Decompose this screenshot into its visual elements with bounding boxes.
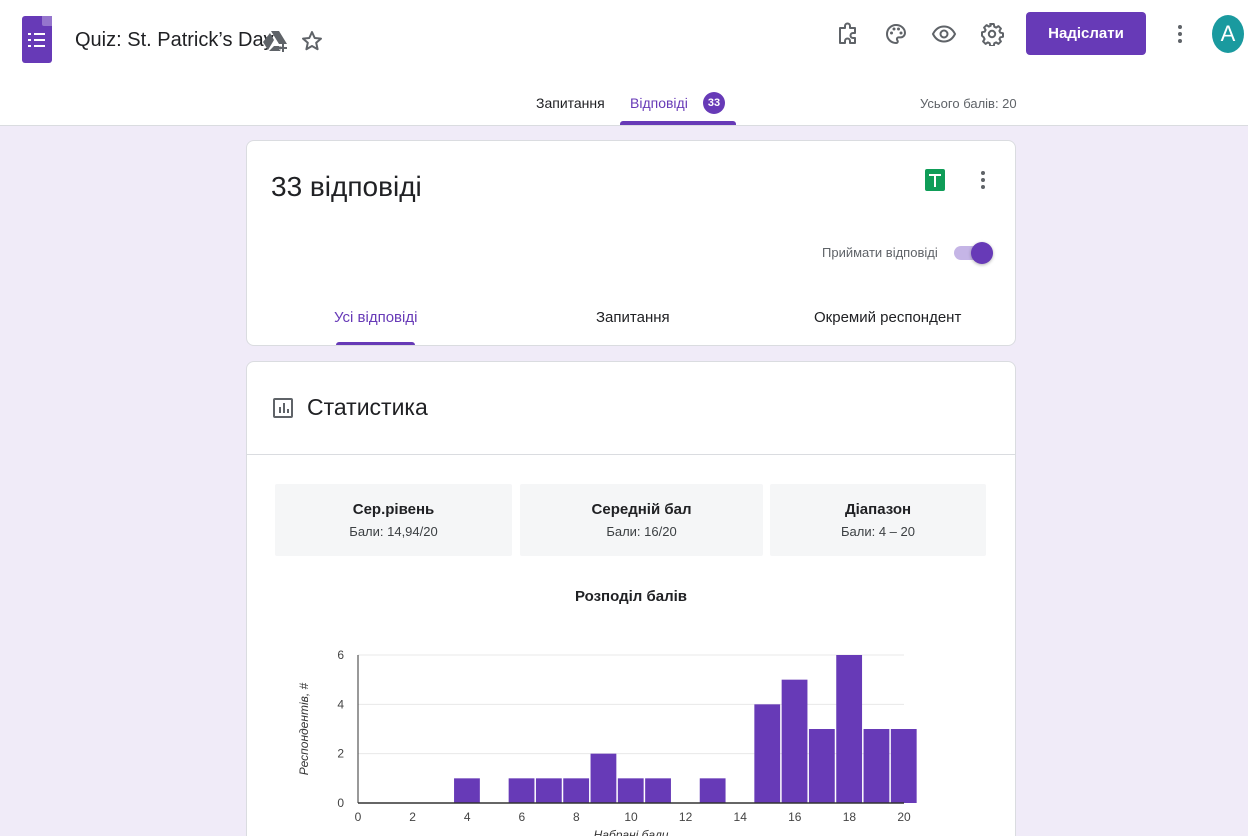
subtab-individual[interactable]: Окремий респондент [814,309,962,326]
x-tick-label: 14 [734,810,748,824]
histogram-bar [890,729,917,803]
statistics-card: Статистика Сер.рівень Бали: 14,94/20 Сер… [246,361,1016,836]
divider [247,454,1015,455]
responses-count-badge: 33 [703,92,725,114]
sheets-link-icon[interactable] [925,169,945,191]
drive-add-icon[interactable] [262,27,290,55]
x-tick-label: 8 [573,810,580,824]
histogram-bar [808,729,835,803]
histogram-bar [508,778,535,803]
histogram-bar [535,778,562,803]
responses-count-title: 33 відповіді [271,171,422,202]
forms-logo-icon[interactable] [22,16,52,63]
histogram-bar [563,778,590,803]
y-tick-label: 0 [337,796,344,810]
y-tick-label: 6 [337,648,344,662]
histogram-bar [590,753,617,803]
tab-responses[interactable]: Відповіді [630,95,688,111]
histogram-bar [699,778,726,803]
active-subtab-indicator [336,342,415,345]
tab-questions[interactable]: Запитання [536,95,605,111]
stat-heading: Середній бал [591,501,692,518]
app-header: Quiz: St. Patrick’s Day Надіслати A Запи… [0,0,1248,126]
stat-value: Бали: 14,94/20 [349,524,438,539]
x-tick-label: 0 [355,810,362,824]
x-tick-label: 18 [843,810,857,824]
x-tick-label: 4 [464,810,471,824]
stat-range-box: Діапазон Бали: 4 – 20 [770,484,986,556]
histogram-bar [781,679,808,803]
x-tick-label: 10 [624,810,638,824]
x-tick-label: 20 [897,810,911,824]
y-tick-label: 2 [337,747,344,761]
histogram-bar [836,655,863,803]
x-tick-label: 2 [409,810,416,824]
stat-median-box: Середній бал Бали: 16/20 [520,484,763,556]
x-tick-label: 6 [518,810,525,824]
histogram-bar [454,778,480,803]
x-axis-label: Набрані бали [594,828,669,836]
avatar[interactable]: A [1212,15,1244,53]
subtab-summary[interactable]: Усі відповіді [334,309,418,326]
histogram-bar [645,778,671,803]
x-tick-label: 16 [788,810,802,824]
stat-value: Бали: 16/20 [606,524,677,539]
document-title[interactable]: Quiz: St. Patrick’s Day [75,29,274,51]
statistics-title: Статистика [307,394,428,420]
stat-heading: Сер.рівень [352,501,435,518]
addon-icon[interactable] [834,20,862,48]
star-icon[interactable] [298,27,326,55]
stat-average-box: Сер.рівень Бали: 14,94/20 [275,484,512,556]
histogram-bar [617,778,644,803]
y-axis-label: Респондентів, # [297,682,311,775]
active-tab-indicator [620,121,736,125]
responses-summary-card: 33 відповіді Приймати відповіді Усі відп… [246,140,1016,346]
more-vert-icon[interactable] [1168,22,1192,46]
settings-gear-icon[interactable] [978,20,1006,48]
stat-heading: Діапазон [844,501,912,518]
histogram-bar [863,729,890,803]
palette-icon[interactable] [882,20,910,48]
accept-responses-label: Приймати відповіді [822,245,938,260]
send-button[interactable]: Надіслати [1026,12,1146,55]
stat-value: Бали: 4 – 20 [841,524,915,539]
chart-title: Розподіл балів [575,588,687,605]
accept-responses-toggle[interactable] [954,241,993,265]
insights-chart-icon [273,398,293,418]
histogram-bar [754,704,781,803]
y-tick-label: 4 [337,697,344,711]
more-vert-icon[interactable] [971,168,995,192]
x-tick-label: 12 [679,810,693,824]
total-points-label: Усього балів: 20 [920,96,1017,111]
subtab-question[interactable]: Запитання [596,309,670,326]
score-distribution-chart: 0 2 4 6 0 2 4 6 8 10 12 14 16 18 20 Респондентів, # Набр… [297,648,917,836]
preview-eye-icon[interactable] [930,20,958,48]
